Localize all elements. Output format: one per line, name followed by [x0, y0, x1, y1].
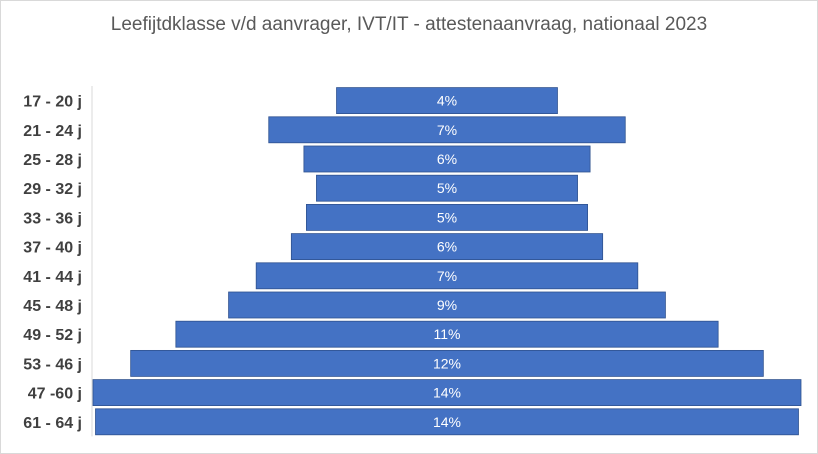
- category-label-10: 47 -60 j: [28, 386, 82, 403]
- data-label-11: 14%: [433, 414, 461, 430]
- category-label-11: 61 - 64 j: [23, 415, 82, 432]
- category-label-7: 45 - 48 j: [23, 298, 82, 315]
- data-label-3: 5%: [437, 180, 457, 196]
- bar-9: [130, 349, 764, 377]
- data-label-6: 7%: [437, 268, 457, 284]
- category-label-1: 21 - 24 j: [23, 123, 82, 140]
- data-label-8: 11%: [434, 326, 461, 342]
- bar-4: [306, 203, 588, 231]
- category-label-9: 53 - 46 j: [23, 356, 82, 373]
- bar-10: [92, 379, 802, 407]
- bar-11: [95, 408, 799, 436]
- bar-5: [290, 233, 604, 261]
- data-label-9: 12%: [433, 355, 461, 371]
- data-label-7: 9%: [437, 297, 457, 313]
- category-label-4: 33 - 36 j: [23, 210, 82, 227]
- bar-7: [228, 291, 666, 319]
- data-label-5: 6%: [437, 239, 457, 255]
- data-label-10: 14%: [433, 385, 461, 401]
- category-label-0: 17 - 20 j: [23, 94, 82, 111]
- category-label-6: 41 - 44 j: [23, 269, 82, 286]
- category-label-8: 49 - 52 j: [23, 327, 82, 344]
- chart-title: Leefijtdklasse v/d aanvrager, IVT/IT - a…: [110, 14, 708, 35]
- data-label-4: 5%: [437, 209, 457, 225]
- bar-6: [255, 262, 639, 290]
- bar-8: [175, 320, 719, 348]
- data-label-2: 6%: [437, 151, 457, 167]
- bar-2: [303, 145, 591, 173]
- bar-3: [316, 174, 578, 202]
- bar-0: [336, 87, 558, 114]
- category-label-2: 25 - 28 j: [23, 152, 82, 169]
- category-label-3: 29 - 32 j: [23, 181, 82, 198]
- data-label-0: 4%: [437, 93, 457, 109]
- category-label-5: 37 - 40 j: [23, 240, 82, 257]
- bar-1: [268, 116, 626, 144]
- data-label-1: 7%: [437, 122, 457, 138]
